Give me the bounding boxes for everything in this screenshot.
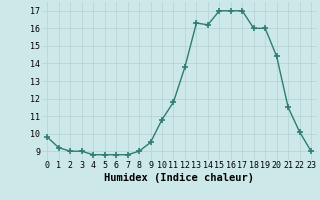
X-axis label: Humidex (Indice chaleur): Humidex (Indice chaleur) bbox=[104, 173, 254, 183]
